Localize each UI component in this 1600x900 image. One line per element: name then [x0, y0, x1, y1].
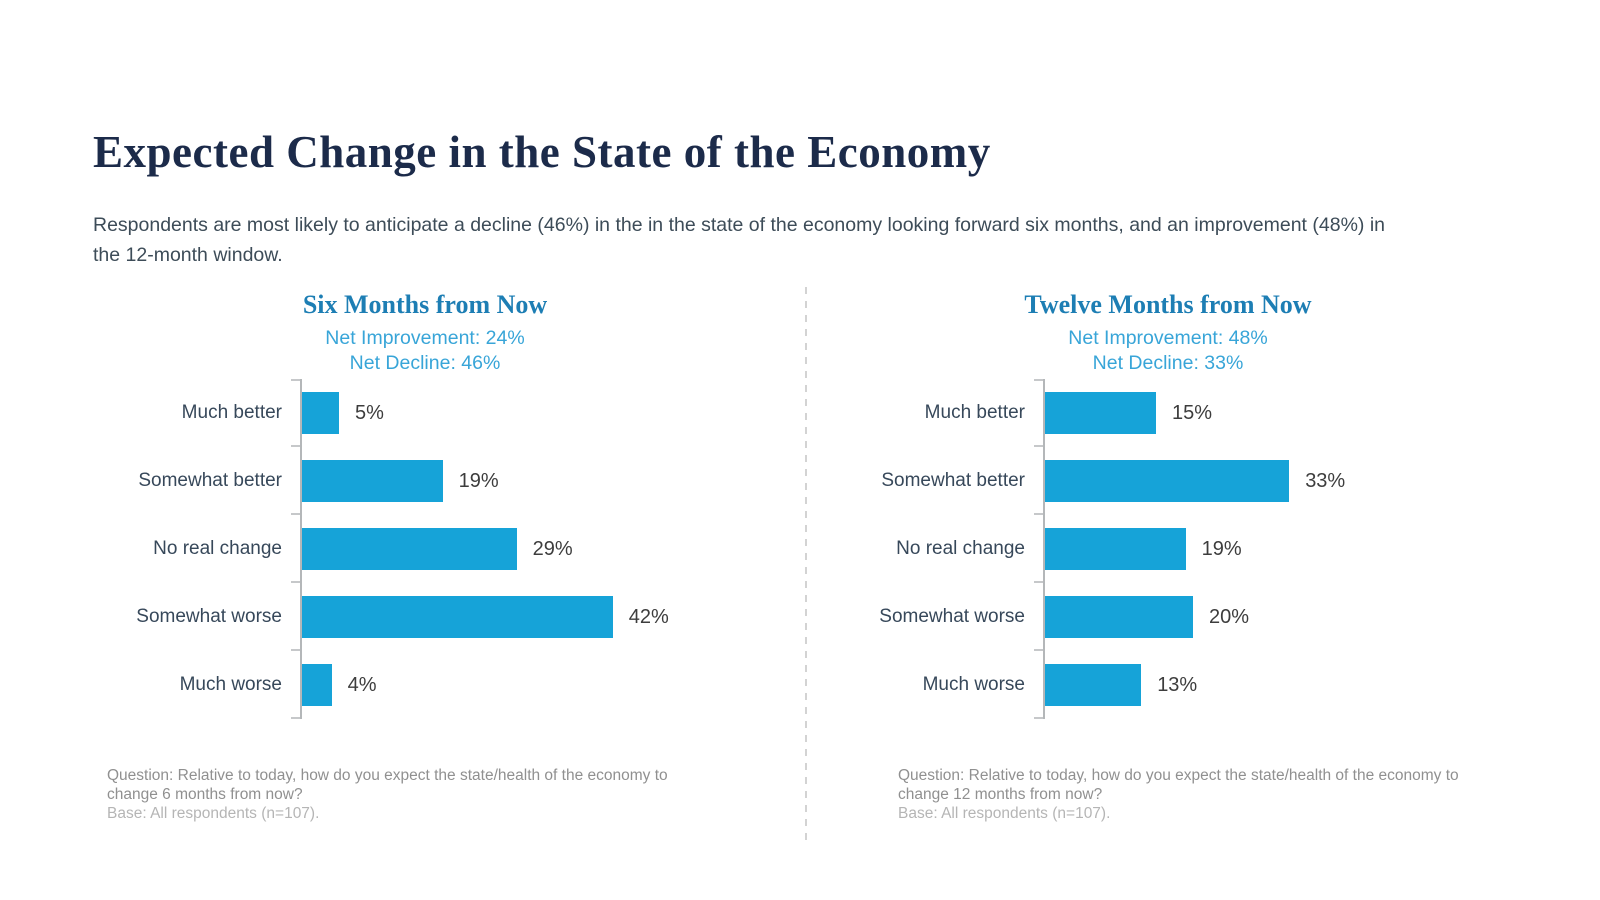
axis-tick — [1034, 445, 1043, 447]
footnote-question: Question: Relative to today, how do you … — [898, 767, 1459, 803]
bar-area: 20% — [1045, 596, 1249, 638]
bar-area: 29% — [302, 528, 573, 570]
bar — [1045, 664, 1142, 706]
bar-row: Somewhat better 19% — [100, 447, 760, 515]
bar — [1045, 596, 1193, 638]
net-decline-label: Net Decline: 46% — [349, 352, 501, 374]
bar-row: Somewhat better 33% — [843, 447, 1503, 515]
category-label: Somewhat better — [138, 470, 282, 491]
category-label: Somewhat better — [881, 470, 1025, 491]
bar — [1045, 460, 1290, 502]
bar-area: 13% — [1045, 664, 1197, 706]
bar-area: 19% — [1045, 528, 1242, 570]
net-improvement-label: Net Improvement: 48% — [1068, 327, 1268, 349]
axis-tick — [1034, 717, 1043, 719]
bar-value-label: 42% — [628, 605, 669, 628]
bar — [1045, 392, 1156, 434]
bar-row: Much worse 4% — [100, 651, 760, 719]
bar-row: Somewhat worse 20% — [843, 583, 1503, 651]
chart-title: Twelve Months from Now — [1024, 290, 1312, 319]
bar-value-label: 20% — [1209, 605, 1250, 628]
bar-row: No real change 19% — [843, 515, 1503, 583]
bar-row: Much better 5% — [100, 379, 760, 447]
bar-row: No real change 29% — [100, 515, 760, 583]
axis-line — [291, 379, 302, 719]
category-label: No real change — [896, 538, 1025, 559]
bar-chart: Much better 15% Somewhat better 33% No real … — [843, 379, 1503, 719]
category-label: Much worse — [922, 674, 1025, 695]
net-improvement-label: Net Improvement: 24% — [325, 327, 525, 349]
bar-area: 15% — [1045, 392, 1212, 434]
category-label: Much worse — [179, 674, 282, 695]
bar-value-label: 19% — [458, 469, 499, 492]
chart-rows: Much better 5% Somewhat better 19% No real c… — [100, 379, 760, 719]
page-title: Expected Change in the State of the Econ… — [93, 127, 991, 178]
footnote-base: Base: All respondents (n=107). — [107, 805, 320, 822]
axis-tick — [291, 379, 300, 381]
bar — [1045, 528, 1186, 570]
bar-row: Much worse 13% — [843, 651, 1503, 719]
bar-value-label: 15% — [1172, 401, 1213, 424]
bar — [302, 664, 332, 706]
axis-tick — [1034, 649, 1043, 651]
bar-area: 4% — [302, 664, 377, 706]
category-label: Somewhat worse — [879, 606, 1025, 627]
bar-area: 5% — [302, 392, 384, 434]
bar-area: 19% — [302, 460, 499, 502]
bar — [302, 528, 517, 570]
bar-area: 33% — [1045, 460, 1345, 502]
footnote-base: Base: All respondents (n=107). — [898, 805, 1111, 822]
bar-chart: Much better 5% Somewhat better 19% No real c… — [100, 379, 760, 719]
axis-tick — [291, 445, 300, 447]
dashed-divider-line — [805, 287, 807, 845]
bar — [302, 392, 339, 434]
bar-value-label: 29% — [532, 537, 573, 560]
bar-value-label: 33% — [1305, 469, 1346, 492]
chart-title: Six Months from Now — [302, 290, 548, 319]
chart-rows: Much better 15% Somewhat better 33% No real … — [843, 379, 1503, 719]
net-decline-label: Net Decline: 33% — [1092, 352, 1244, 374]
bar-row: Somewhat worse 42% — [100, 583, 760, 651]
page-subtitle: Respondents are most likely to anticipat… — [93, 213, 1386, 267]
bar-value-label: 4% — [347, 673, 377, 696]
category-label: No real change — [153, 538, 282, 559]
axis-tick — [291, 581, 300, 583]
bar-value-label: 13% — [1157, 673, 1198, 696]
bar-value-label: 19% — [1201, 537, 1242, 560]
bar-value-label: 5% — [355, 401, 384, 424]
footnote: Question: Relative to today, how do you … — [898, 766, 1468, 823]
bar-area: 42% — [302, 596, 669, 638]
axis-tick — [1034, 581, 1043, 583]
footnote-question: Question: Relative to today, how do you … — [107, 767, 668, 803]
category-label: Somewhat worse — [136, 606, 282, 627]
axis-tick — [291, 649, 300, 651]
axis-tick — [291, 513, 300, 515]
axis-line — [1034, 379, 1045, 719]
axis-tick — [1034, 379, 1043, 381]
bar — [302, 596, 613, 638]
axis-tick — [1034, 513, 1043, 515]
bar-row: Much better 15% — [843, 379, 1503, 447]
category-label: Much better — [181, 402, 282, 423]
category-label: Much better — [924, 402, 1025, 423]
axis-tick — [291, 717, 300, 719]
footnote: Question: Relative to today, how do you … — [107, 766, 677, 823]
bar — [302, 460, 443, 502]
